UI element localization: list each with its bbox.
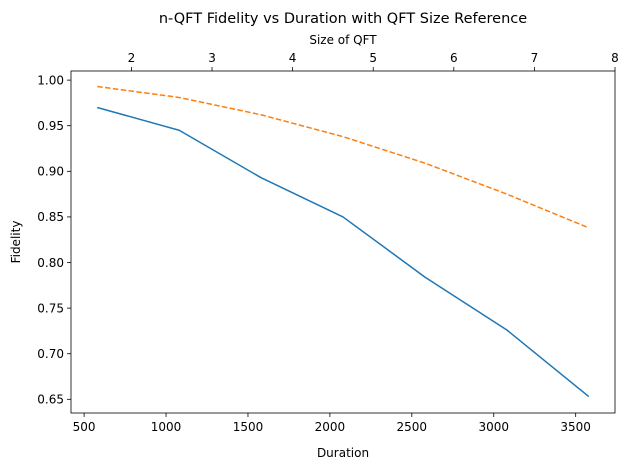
top-x-axis-label: Size of QFT [309,33,377,47]
plot-frame [70,70,616,414]
x-tick-label: 500 [73,420,96,434]
top-x-tick-label: 5 [369,51,377,65]
y-tick-label: 0.90 [37,165,64,179]
y-tick-label: 0.65 [37,393,64,407]
top-x-tick-label: 2 [128,51,136,65]
top-x-tick-label: 4 [289,51,297,65]
chart-title: n-QFT Fidelity vs Duration with QFT Size… [159,11,527,27]
top-x-tick-label: 6 [450,51,458,65]
y-tick-label: 0.85 [37,210,64,224]
y-tick-label: 0.80 [37,256,64,270]
y-tick-label: 1.00 [37,73,64,87]
x-tick-label: 2000 [315,420,346,434]
top-x-tick-label: 8 [611,51,619,65]
series-line-2 [97,85,590,229]
top-x-tick-label: 3 [208,51,216,65]
plot-area: 500 1000 1500 2000 2500 3000 3500 2 3 4 5 6 7 8 0.65 0.… [37,51,619,434]
x-axis-label: Duration [317,446,369,460]
series-line-1 [97,106,590,398]
x-tick-label: 1000 [151,420,182,434]
y-tick-label: 0.95 [37,119,64,133]
y-tick-label: 0.70 [37,347,64,361]
x-tick-label: 3000 [478,420,509,434]
top-x-tick-label: 7 [531,51,539,65]
y-axis-label: Fidelity [9,221,23,264]
x-tick-label: 1500 [233,420,264,434]
y-tick-label: 0.75 [37,301,64,315]
x-tick-label: 2500 [397,420,428,434]
x-tick-label: 3500 [560,420,591,434]
